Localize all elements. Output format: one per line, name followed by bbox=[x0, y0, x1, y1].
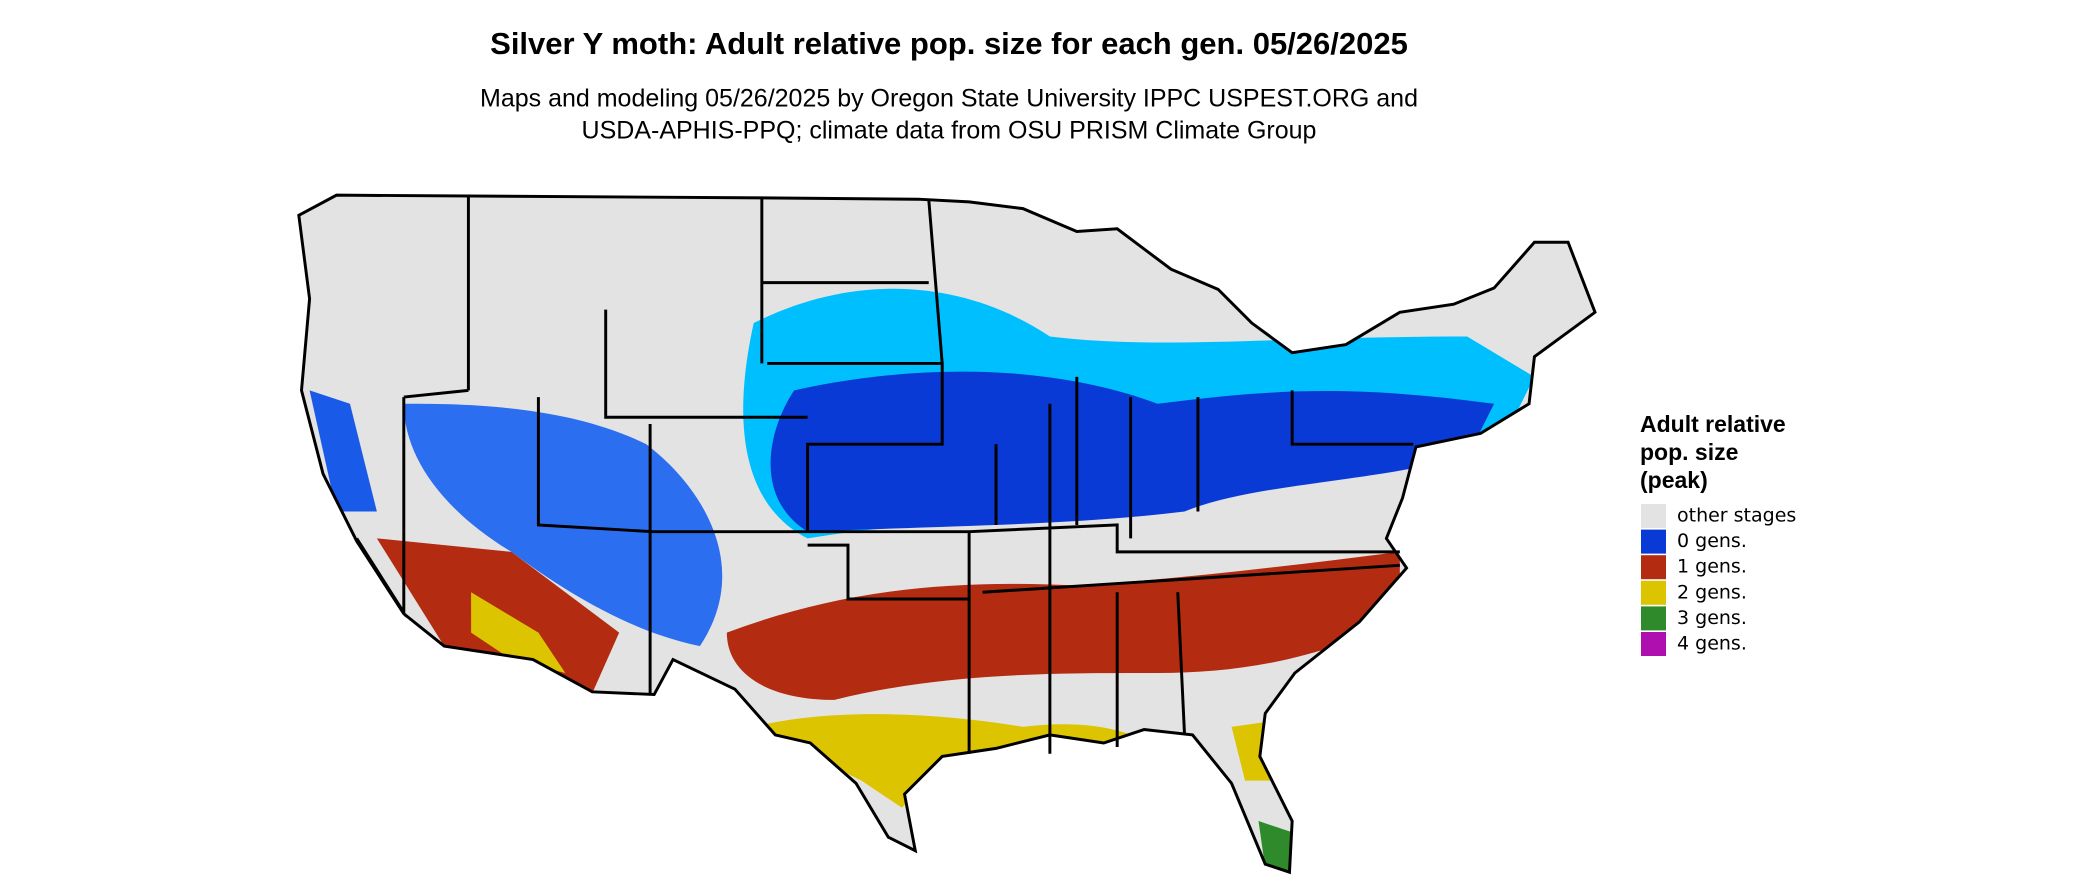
legend-label: 4 gens. bbox=[1677, 633, 1747, 655]
map bbox=[297, 193, 1597, 874]
legend-swatch bbox=[1641, 580, 1666, 605]
legend-label: 1 gens. bbox=[1677, 556, 1747, 578]
legend-label: 2 gens. bbox=[1677, 581, 1747, 603]
legend-swatch bbox=[1641, 632, 1666, 656]
region-2-gens-az bbox=[471, 592, 566, 673]
region-0-gens bbox=[770, 371, 1495, 532]
map-title: Silver Y moth: Adult relative pop. size … bbox=[490, 26, 1408, 61]
legend-title: pop. size bbox=[1640, 439, 1738, 465]
legend-label: 3 gens. bbox=[1677, 607, 1747, 629]
state-borders bbox=[297, 193, 1597, 874]
legend-swatch bbox=[1641, 606, 1666, 631]
legend-title: Adult relative bbox=[1640, 411, 1786, 437]
region-1-gens bbox=[726, 551, 1400, 700]
region-2-gens bbox=[753, 714, 1145, 808]
map-subtitle: Maps and modeling 05/26/2025 by Oregon S… bbox=[480, 85, 1418, 113]
legend-swatch bbox=[1641, 555, 1666, 580]
legend-swatch bbox=[1641, 529, 1666, 554]
map-subtitle: USDA-APHIS-PPQ; climate data from OSU PR… bbox=[582, 117, 1317, 145]
region-0-gens-coast bbox=[309, 390, 377, 512]
state-lines bbox=[355, 195, 1414, 754]
legend-title: (peak) bbox=[1640, 467, 1708, 493]
legend-label: other stages bbox=[1677, 505, 1796, 527]
legend-label: 0 gens. bbox=[1677, 530, 1747, 552]
legend-swatch bbox=[1641, 504, 1666, 528]
